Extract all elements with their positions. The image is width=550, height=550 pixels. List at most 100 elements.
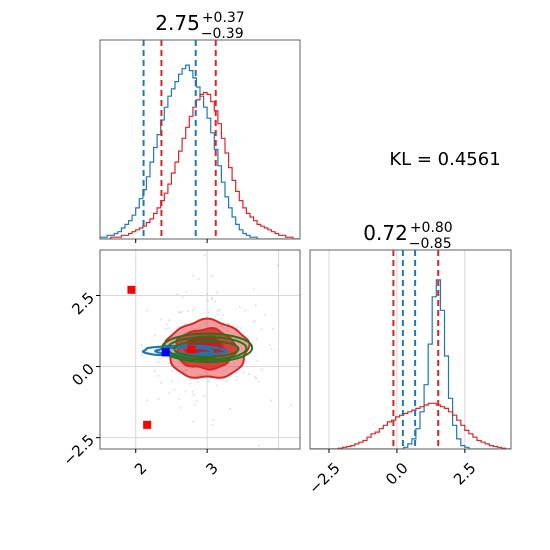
joint-scatter-point [191,390,194,393]
top-title-lower: −0.39 [201,26,244,42]
joint-scatter-point [214,300,217,303]
joint-scatter-point [157,374,160,377]
joint-scatter-point [191,309,194,312]
joint-x-tick-label: 3 [202,459,221,478]
right-histograms [310,279,511,449]
joint-scatter-point [254,375,257,378]
red-square-marker [143,420,152,429]
joint-scatter-point [185,290,188,293]
joint-scatter-point [192,393,195,396]
joint-scatter-point [253,319,256,323]
top-histograms [100,64,300,239]
joint-scatter-point [218,309,221,312]
right-title-upper: +0.80 [410,220,453,236]
joint-scatter-point [260,327,263,331]
joint-scatter-point [145,309,149,312]
right-hist-red [310,402,511,449]
joint-scatter-point [173,388,176,391]
joint-scatter-point [193,403,196,406]
right-quantile-lines [392,250,440,449]
joint-scatter-point [203,395,206,398]
right-panel-title: 0.72 +0.80 −0.85 [363,220,452,252]
joint-y-ticks: −2.5 0.0 2.5 [60,289,100,469]
joint-scatter-point [255,377,258,380]
joint-scatter-point [210,297,214,300]
joint-scatter-point [168,391,171,394]
joint-scatter-point [157,397,160,401]
joint-scatter-point [171,369,174,373]
red-square-marker [187,345,196,354]
joint-scatter-point [188,378,191,381]
joint-scatter-point [195,400,198,403]
right-title-lower: −0.85 [409,236,452,252]
joint-scatter-point [268,344,272,347]
joint-scatter-point [260,368,263,371]
joint-panel-frame [99,249,301,450]
joint-scatter-point [221,314,224,317]
joint-scatter-point [256,359,259,362]
joint-scatter-point [269,399,273,402]
joint-scatter-point [158,357,162,360]
joint-scatter-point [171,379,174,382]
joint-scatter-point [166,323,169,326]
top-title-value: 2.75 [155,11,200,35]
joint-scatter-point [160,381,163,384]
joint-scatter-point [210,298,213,301]
joint-y-tick-label: −2.5 [60,431,98,469]
joint-scatter-point [164,327,167,331]
joint-scatter-point [184,390,187,393]
right-x-ticks: −2.5 0.0 2.5 [305,449,480,498]
joint-scatter-point [276,264,279,267]
kl-annotation: KL = 0.4561 [389,149,500,170]
joint-scatter-point [141,353,144,356]
joint-scatter-point [182,296,185,299]
joint-scatter-point [203,253,206,257]
top-marginal-panel: 2.75 +0.37 −0.39 [99,10,301,243]
green-ellipse-3 [173,339,240,358]
joint-y-tick-label: 0.0 [68,360,98,390]
joint-scatter-point [145,399,149,402]
top-hist-blue [100,64,300,239]
joint-scatter-point [191,274,195,277]
right-x-tick-label: −2.5 [305,459,343,497]
joint-scatter-point [228,322,231,325]
joint-scatter-point [153,370,156,373]
joint-scatter-point [255,337,258,341]
joint-scatter-point [140,344,143,347]
joint-scatter-point [242,371,246,374]
joint-scatter-point [197,277,200,280]
blue-contours [141,344,229,358]
joint-scatter-point [178,311,181,314]
joint-markers [127,285,196,429]
joint-scatter-point [196,381,200,384]
joint-scatter-point [235,375,238,378]
joint-scatter-point [157,360,160,364]
joint-scatter-point [168,362,171,365]
joint-scatter-point [212,418,215,421]
top-x-ticks [135,239,208,243]
joint-scatter-point [178,398,181,401]
joint-y-tick-label: 2.5 [68,289,98,319]
joint-scatter-point [238,306,242,309]
blue-contour-level-2 [154,346,214,356]
joint-scatter-point [167,319,171,322]
joint-scatter-point [257,380,260,383]
joint-scatter-point [247,372,251,376]
joint-scatter-point [226,380,229,383]
right-x-tick-label: 0.0 [382,459,412,489]
joint-scatter-point [235,325,239,329]
right-x-tick-label: 2.5 [450,459,480,489]
joint-scatter-point [319,414,321,416]
joint-scatter-point [211,423,214,426]
right-marginal-panel: −2.5 0.0 2.5 0.72 +0.80 −0.85 [305,220,512,498]
joint-scatter-point [289,403,293,407]
joint-scatter-point [167,327,170,330]
right-grid [328,250,466,449]
joint-scatter-point [207,310,210,314]
green-ellipse-1 [161,332,254,364]
joint-scatter-point [228,407,232,411]
joint-x-tick-label: 2 [131,459,150,478]
top-panel-title: 2.75 +0.37 −0.39 [155,10,244,42]
